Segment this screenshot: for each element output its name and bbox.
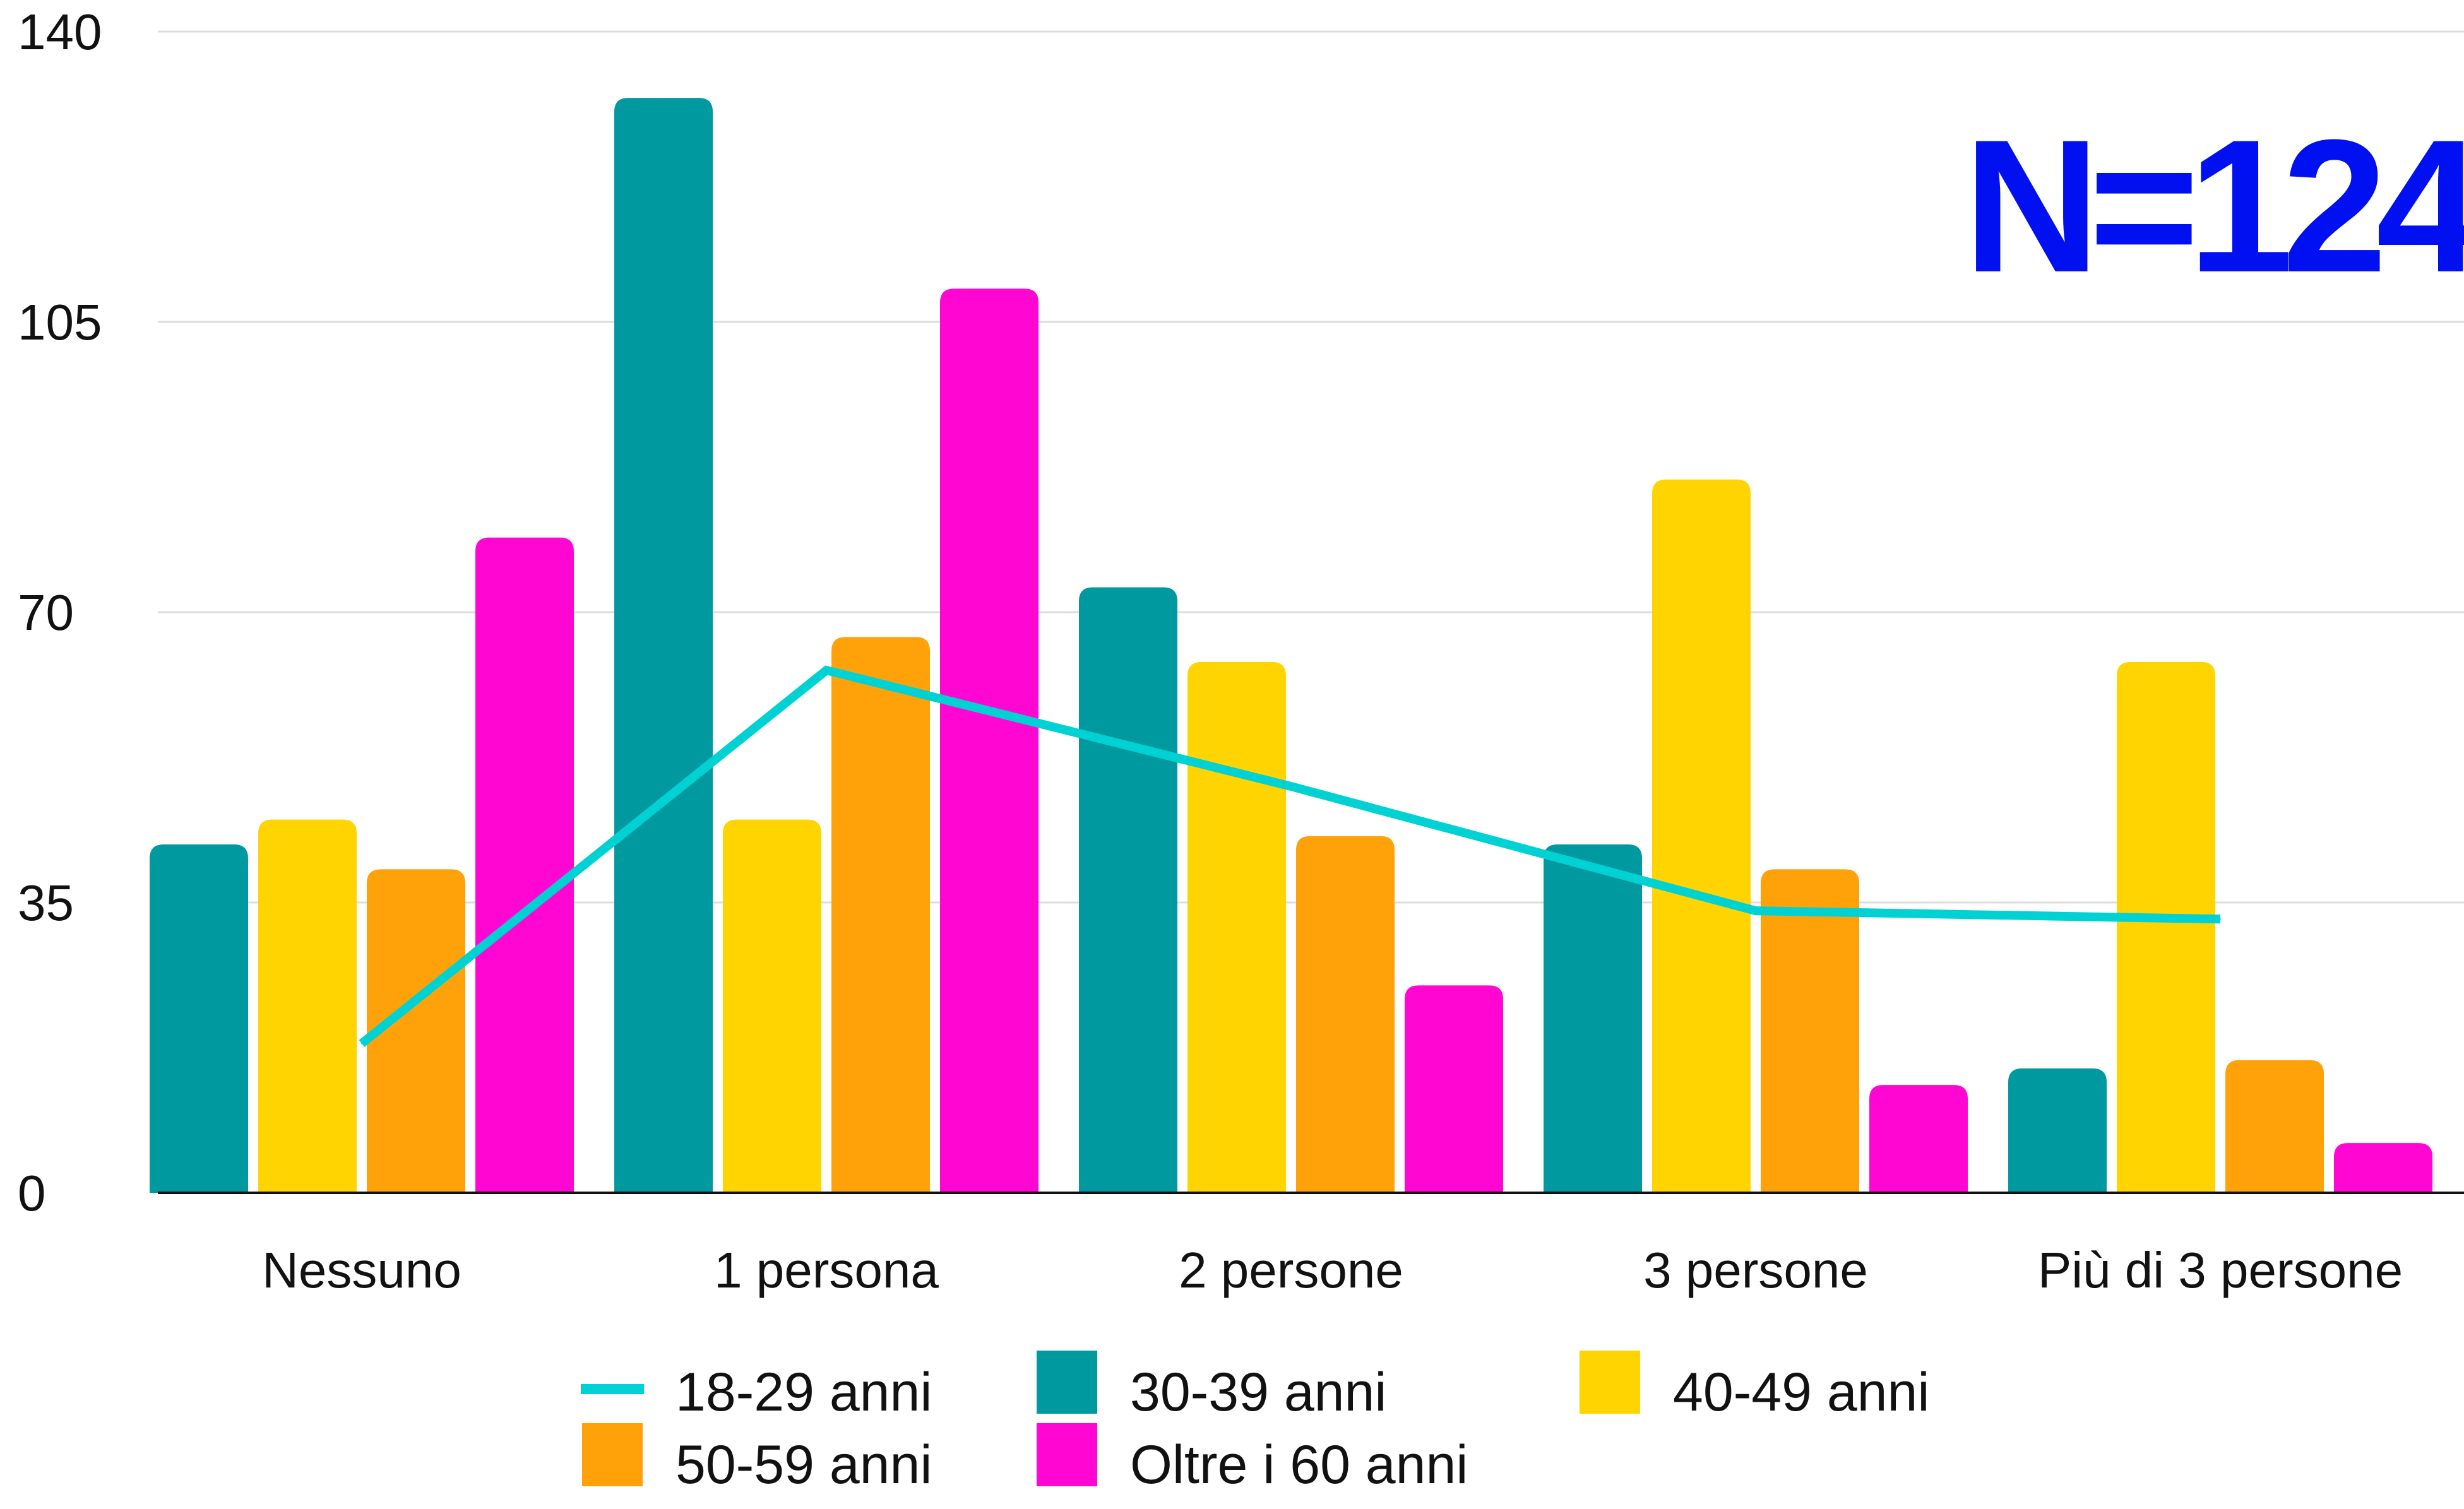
x-tick-label: 1 persona	[714, 1242, 939, 1298]
legend-label: 18-29 anni	[676, 1362, 932, 1423]
y-axis-ticks: 0 35 70 105 140	[18, 4, 102, 1221]
bar-oltre-i-60-anni-2	[1405, 985, 1503, 1193]
y-tick-label: 105	[18, 294, 102, 350]
bar-40-49-anni-2	[1187, 661, 1286, 1193]
bar-oltre-i-60-anni-0	[475, 537, 574, 1193]
bar-50-59-anni-4	[2225, 1060, 2324, 1193]
legend-label: 50-59 anni	[676, 1435, 932, 1495]
bar-40-49-anni-4	[2117, 661, 2215, 1193]
legend-label: Oltre i 60 anni	[1130, 1435, 1468, 1495]
bar-50-59-anni-2	[1296, 836, 1395, 1193]
line-series	[359, 665, 2221, 1047]
bars	[150, 98, 2432, 1193]
y-tick-label: 0	[18, 1165, 46, 1221]
y-tick-label: 140	[18, 4, 102, 60]
line-point	[1755, 910, 1756, 912]
line-point	[2220, 918, 2221, 920]
legend-swatch	[1037, 1351, 1097, 1414]
sample-size-annotation: N=124	[1963, 100, 2464, 312]
bar-oltre-i-60-anni-3	[1869, 1085, 1968, 1193]
line-point	[826, 670, 827, 671]
y-tick-label: 70	[18, 584, 74, 641]
bar-50-59-anni-3	[1761, 869, 1859, 1193]
legend-label: 30-39 anni	[1130, 1362, 1386, 1423]
bar-30-39-anni-4	[2008, 1068, 2107, 1193]
bar-50-59-anni-1	[831, 637, 930, 1193]
x-tick-label: 3 persone	[1643, 1242, 1868, 1298]
bar-oltre-i-60-anni-1	[940, 288, 1039, 1193]
bar-oltre-i-60-anni-4	[2334, 1143, 2432, 1193]
bar-30-39-anni-0	[150, 844, 248, 1193]
bar-50-59-anni-0	[367, 869, 465, 1193]
x-tick-label: Più di 3 persone	[2038, 1242, 2403, 1298]
x-axis-labels: Nessuno 1 persona 2 persone 3 persone Più di…	[262, 1242, 2403, 1298]
bar-30-39-anni-2	[1079, 587, 1177, 1193]
line-point	[361, 1043, 362, 1044]
legend-swatch	[1037, 1423, 1097, 1486]
bar-40-49-anni-3	[1652, 479, 1751, 1193]
bar-30-39-anni-3	[1544, 844, 1642, 1193]
y-tick-label: 35	[18, 875, 74, 931]
legend-label: 40-49 anni	[1673, 1362, 1929, 1423]
legend-swatch	[582, 1423, 643, 1486]
bar-30-39-anni-1	[614, 98, 713, 1193]
line-point	[1290, 786, 1292, 787]
x-tick-label: 2 persone	[1179, 1242, 1403, 1298]
legend-swatch	[1580, 1351, 1640, 1414]
legend-swatch-line	[581, 1384, 644, 1394]
bar-40-49-anni-1	[723, 819, 821, 1193]
bar-40-49-anni-0	[258, 819, 357, 1193]
x-tick-label: Nessuno	[262, 1242, 461, 1298]
legend: 18-29 anni 30-39 anni 40-49 anni 50-59 anni…	[581, 1351, 1929, 1495]
